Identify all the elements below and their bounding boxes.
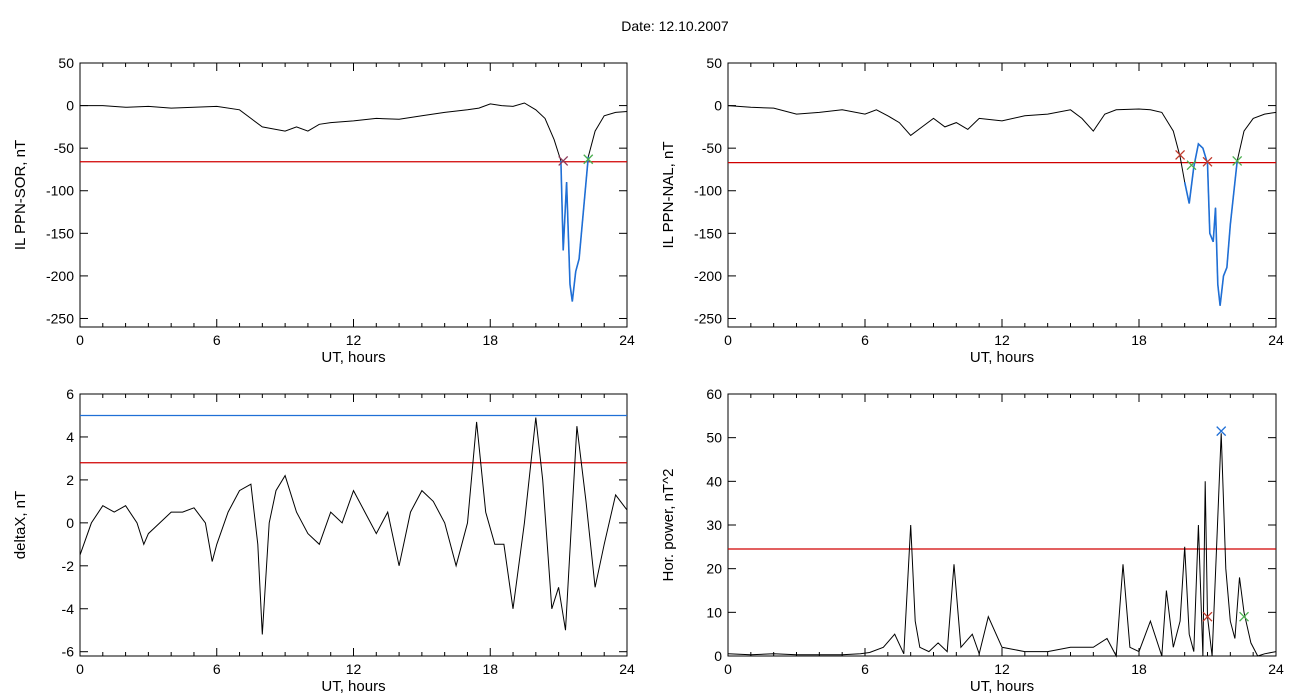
y-tick-label: 2: [66, 472, 74, 488]
y-tick-label: -200: [694, 268, 722, 284]
x-tick-label: 18: [482, 661, 498, 677]
y-tick-label: -150: [694, 225, 722, 241]
plot-frame: [79, 393, 628, 657]
x-tick-label: 0: [724, 332, 732, 348]
y-tick-label: 0: [66, 515, 74, 531]
x-tick-label: 24: [1268, 332, 1284, 348]
y-tick-label: 50: [58, 55, 74, 71]
y-tick-label: -2: [62, 558, 75, 574]
event-marker: [1202, 611, 1213, 622]
plot-frame: [727, 393, 1277, 657]
panel-deltax: 0 6 12 18 24 6 4 2 0 -2 -4 -6 UT, hours deltaX, nT: [12, 386, 635, 695]
x-tick-label: 24: [619, 661, 635, 677]
y-tick-label: -200: [46, 268, 74, 284]
event-marker: [1202, 156, 1213, 167]
event-marker: [1175, 150, 1186, 160]
y-tick-label: 50: [706, 430, 722, 446]
x-tick-label: 12: [994, 332, 1010, 348]
y-axis-label: IL PPN-SOR, nT: [12, 140, 29, 250]
series-line: [79, 417, 628, 635]
y-tick-label: -4: [62, 601, 75, 617]
x-tick-label: 12: [346, 661, 362, 677]
event-marker: [1216, 426, 1227, 437]
y-tick-label: -50: [54, 140, 74, 156]
plot-frame: [79, 62, 628, 328]
y-tick-label: 0: [714, 648, 722, 664]
x-tick-label: 6: [861, 661, 869, 677]
series-line-highlight: [560, 156, 590, 302]
event-marker: [1232, 155, 1243, 166]
x-tick-label: 0: [76, 332, 84, 348]
x-tick-label: 6: [213, 661, 221, 677]
page-title: Date: 12.10.2007: [621, 18, 729, 34]
y-tick-label: -150: [46, 225, 74, 241]
y-tick-label: -50: [702, 140, 722, 156]
plot-frame: [727, 62, 1277, 328]
x-tick-label: 0: [76, 661, 84, 677]
y-tick-label: 0: [714, 98, 722, 114]
x-tick-label: 6: [861, 332, 869, 348]
x-axis-label: UT, hours: [321, 349, 385, 366]
y-tick-label: -100: [694, 183, 722, 199]
y-tick-label: 50: [706, 55, 722, 71]
x-tick-label: 12: [346, 332, 362, 348]
event-marker: [1186, 160, 1197, 171]
y-tick-label: 0: [66, 98, 74, 114]
x-axis-label: UT, hours: [970, 678, 1034, 695]
x-tick-label: 24: [1268, 661, 1284, 677]
panel-ppn-sor: 0 6 12 18 24 50 0 -50 -100 -150 -200 -250 UT, hours I…: [12, 55, 635, 366]
event-marker: [1239, 611, 1249, 622]
event-marker: [583, 154, 594, 165]
series-line: [727, 105, 1277, 306]
x-tick-label: 24: [619, 332, 635, 348]
y-tick-label: -100: [46, 183, 74, 199]
series-line-highlight: [1183, 142, 1238, 306]
x-tick-label: 6: [213, 332, 221, 348]
x-axis-label: UT, hours: [970, 349, 1034, 366]
y-tick-label: 4: [66, 429, 74, 445]
panel-hor-power: 0 6 12 18 24 60 50 40 30 20 10 0 UT, hours Hor. power…: [660, 386, 1284, 695]
series-line: [80, 102, 628, 302]
y-tick-label: 10: [706, 604, 722, 620]
y-axis-label: IL PPN-NAL, nT: [660, 142, 677, 249]
y-tick-label: 60: [706, 386, 722, 402]
x-tick-label: 18: [1131, 661, 1147, 677]
x-tick-label: 18: [482, 332, 498, 348]
x-tick-label: 0: [724, 661, 732, 677]
x-tick-label: 12: [994, 661, 1010, 677]
series-line: [727, 433, 1277, 658]
y-tick-label: 20: [706, 561, 722, 577]
x-tick-label: 18: [1131, 332, 1147, 348]
event-marker: [558, 155, 569, 166]
panel-ppn-nal: 0 6 12 18 24 50 0 -50 -100 -150 -200 -250 UT, hours I…: [660, 55, 1284, 366]
x-axis-label: UT, hours: [321, 678, 385, 695]
y-tick-label: -6: [62, 644, 75, 660]
y-tick-label: 6: [66, 386, 74, 402]
y-tick-label: 30: [706, 517, 722, 533]
y-axis-label: Hor. power, nT^2: [660, 469, 677, 582]
y-axis-label: deltaX, nT: [12, 491, 29, 559]
y-tick-label: -250: [46, 310, 74, 326]
y-tick-label: 40: [706, 473, 722, 489]
y-tick-label: -250: [694, 310, 722, 326]
